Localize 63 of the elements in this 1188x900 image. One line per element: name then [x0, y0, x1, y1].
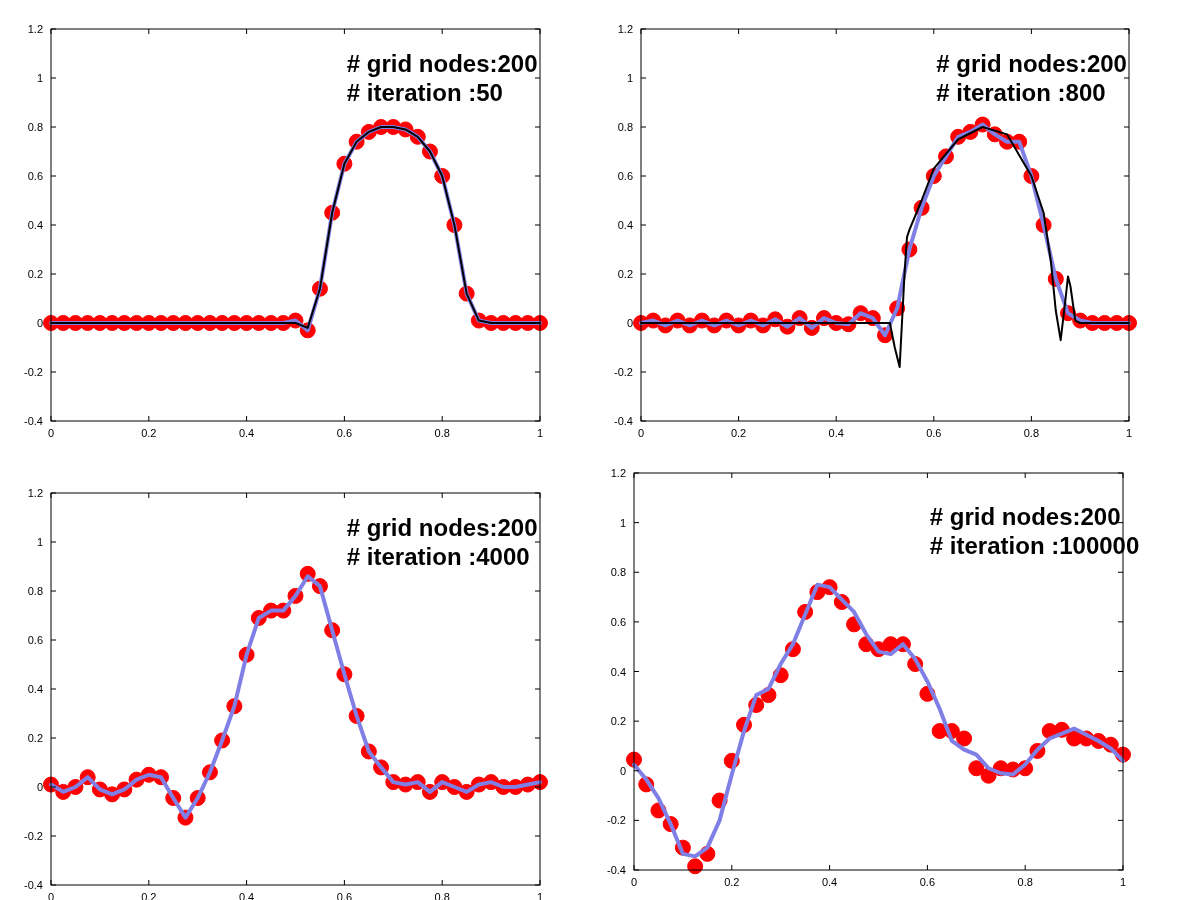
annotation: # grid nodes:200	[929, 502, 1121, 530]
y-tick-label: 1.2	[27, 23, 43, 35]
annotation: # grid nodes:200	[346, 50, 538, 78]
point	[968, 760, 985, 777]
x-tick-label: 0.2	[724, 876, 740, 888]
x-tick-label: 0.4	[821, 876, 838, 888]
y-tick-label: -0.2	[607, 814, 626, 827]
y-tick-label: 1.2	[617, 23, 633, 35]
x-tick-label: 0.4	[828, 427, 844, 439]
x-tick-label: 0	[47, 427, 55, 439]
y-tick-label: 1.2	[610, 467, 626, 479]
y-tick-label: 0	[36, 317, 43, 329]
y-tick-label: 0.2	[610, 715, 626, 728]
y-tick-label: 0.2	[27, 732, 43, 744]
y-tick-label: 0.4	[27, 683, 43, 695]
y-tick-label: 0	[36, 781, 43, 793]
annotation: # iteration :100000	[929, 531, 1140, 559]
x-tick-label: 0.8	[1023, 427, 1040, 439]
x-tick-label: 0.6	[336, 427, 353, 439]
annotation: # iteration :50	[346, 79, 503, 107]
y-tick-label: -0.4	[614, 415, 633, 427]
y-tick-label: 0.8	[27, 121, 43, 133]
y-tick-label: -0.4	[607, 864, 626, 876]
y-tick-label: 0.4	[27, 219, 43, 231]
annotation: # grid nodes:200	[346, 514, 538, 542]
y-tick-label: 0	[619, 764, 626, 777]
y-tick-label: 0.6	[27, 634, 43, 646]
y-tick-label: 0.8	[610, 566, 626, 579]
y-tick-label: 0.6	[617, 170, 633, 182]
y-tick-label: 1.2	[27, 487, 43, 499]
x-tick-label: 0.2	[730, 427, 747, 439]
y-tick-label: 0.6	[610, 615, 626, 628]
x-tick-label: 0.6	[919, 876, 936, 888]
annotation: # iteration :800	[936, 79, 1106, 107]
y-tick-label: -0.4	[24, 415, 43, 427]
x-tick-label: 0.4	[238, 427, 255, 439]
point	[956, 730, 973, 747]
x-tick-label: 1	[1125, 427, 1133, 439]
y-tick-label: 0.4	[610, 665, 626, 678]
x-tick-label: 0.6	[926, 427, 942, 439]
y-tick-label: -0.2	[24, 830, 43, 842]
x-tick-label: 0	[637, 427, 645, 439]
y-tick-label: 0.6	[27, 170, 43, 182]
x-tick-label: 0.8	[434, 427, 450, 439]
y-tick-label: 1	[36, 536, 43, 548]
y-tick-label: -0.2	[614, 366, 633, 378]
y-tick-label: 0.2	[27, 268, 43, 280]
y-tick-label: 0.4	[617, 219, 633, 231]
y-tick-label: 1	[619, 516, 626, 529]
annotation: # iteration :4000	[346, 543, 530, 571]
y-tick-label: 1	[36, 72, 43, 84]
y-tick-label: 1	[626, 72, 633, 84]
x-tick-label: 0.2	[141, 427, 157, 439]
y-tick-label: 0.8	[617, 121, 633, 133]
y-tick-label: 0	[626, 317, 633, 329]
x-tick-label: 1	[1119, 876, 1127, 888]
y-tick-label: -0.2	[24, 366, 43, 378]
x-tick-label: 1	[536, 427, 544, 439]
x-tick-label: 0.8	[1017, 876, 1033, 888]
y-tick-label: 0.8	[27, 585, 43, 597]
y-tick-label: -0.4	[24, 879, 43, 891]
annotation: # grid nodes:200	[936, 50, 1127, 78]
y-tick-label: 0.2	[617, 268, 633, 280]
